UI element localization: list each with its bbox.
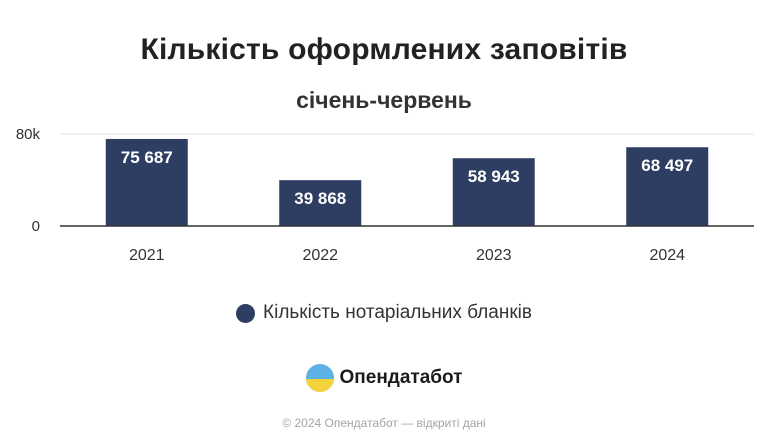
bar [626,147,709,226]
legend-marker [236,303,256,323]
legend-label: Кількість нотаріальних бланків [263,302,532,323]
data-label: 75 687 [121,148,173,167]
data-label: 39 868 [294,189,346,208]
x-tick-label: 2023 [476,247,512,264]
brand-name: Опендатабот [339,367,463,388]
x-tick-label: 2024 [649,247,685,264]
x-tick-label: 2022 [302,247,338,264]
brand: Опендатабот [0,364,768,392]
data-label: 58 943 [468,167,520,186]
bar [452,158,535,226]
legend[interactable]: Кількість нотаріальних бланків [0,302,768,324]
copyright-footer: © 2024 Опендатабот — відкриті дані [282,416,486,430]
opendatabot-logo-icon [305,364,334,392]
data-label: 68 497 [641,156,693,175]
chart-title: Кількість оформлених заповітів [140,33,628,66]
x-tick-label: 2021 [129,247,165,264]
chart-subtitle: січень-червень [296,87,472,113]
y-tick-label: 80k [16,126,41,143]
bar [279,180,362,226]
y-tick-label: 0 [32,218,40,235]
bar [105,138,188,226]
